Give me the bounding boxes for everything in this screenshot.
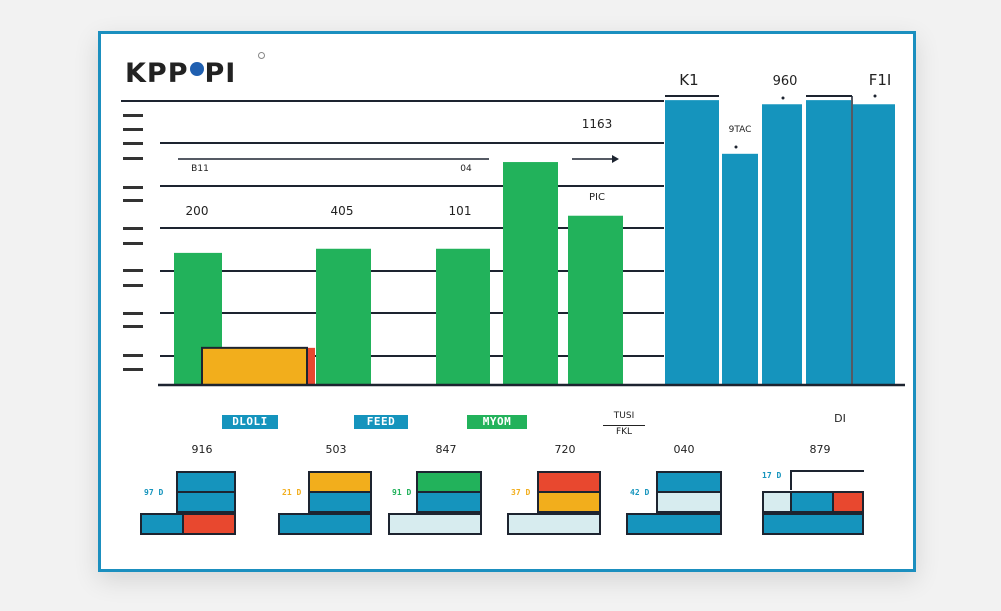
mini-chart-side-label: 37 D — [511, 488, 531, 497]
marker-dot — [734, 145, 738, 149]
registered-icon — [258, 52, 265, 59]
mini-chart-bar — [537, 491, 601, 513]
y-tick-label — [123, 325, 143, 328]
annotation-label: 04 — [460, 164, 472, 174]
bar-d — [503, 162, 558, 385]
mini-chart-value: 503 — [325, 443, 347, 456]
y-tick-label — [123, 142, 143, 145]
overlay-bar — [201, 346, 308, 387]
mini-chart: 847 91 D — [388, 443, 498, 538]
mini-chart-bar — [182, 513, 236, 535]
mini-chart-bar — [388, 513, 482, 535]
y-tick-label — [123, 269, 143, 272]
mini-chart-bar — [176, 491, 236, 513]
y-tick-label — [123, 227, 143, 230]
mini-chart-bar — [762, 513, 864, 535]
mini-chart: 879 17 D — [762, 443, 872, 538]
mini-chart-side-label: 17 D — [762, 471, 782, 480]
y-tick-label — [123, 354, 143, 357]
mini-chart: 503 21 D — [278, 443, 388, 538]
mini-chart-side-label: 91 D — [392, 488, 412, 497]
legend-item-tusi: TUSI FKL — [603, 410, 645, 439]
mini-chart-value: 916 — [191, 443, 213, 456]
mini-chart-bar — [832, 491, 864, 513]
mini-chart: 040 42 D — [626, 443, 736, 538]
annotation-label: 9TAC — [729, 125, 752, 135]
logo: KPP PI — [125, 58, 237, 89]
mini-chart-bar — [626, 513, 722, 535]
annotation-label: B11 — [191, 164, 209, 174]
bar-b — [316, 248, 371, 385]
bar-e — [568, 215, 623, 385]
annotation-label: PIC — [589, 192, 605, 203]
y-tick-label — [123, 284, 143, 287]
bar-j — [853, 104, 895, 385]
y-tick-label — [123, 186, 143, 189]
bar-g — [722, 153, 758, 385]
mini-chart-bar — [416, 471, 482, 493]
mini-chart-bar — [790, 491, 834, 513]
mini-chart: 720 37 D — [507, 443, 617, 538]
mini-chart-bar — [176, 471, 236, 493]
y-tick-label — [123, 312, 143, 315]
marker-dot — [781, 96, 785, 100]
annotation-label: 200 — [186, 204, 209, 218]
legend-item-di: DI — [834, 412, 846, 425]
y-tick-label — [123, 368, 143, 371]
bar-f — [665, 100, 719, 385]
arrow-head-icon — [612, 155, 619, 163]
mini-chart-value: 040 — [673, 443, 695, 456]
y-tick-label — [123, 242, 143, 245]
mini-chart-side-label: 21 D — [282, 488, 302, 497]
mini-chart-bar — [308, 491, 372, 513]
annotation-label: F1I — [869, 71, 892, 89]
mini-chart-bar — [507, 513, 601, 535]
bar-i — [806, 100, 851, 385]
logo-dot-icon — [189, 62, 204, 76]
mini-chart-bar — [140, 513, 184, 535]
mini-chart-bar — [656, 471, 722, 493]
legend-item-dloli: DLOLI — [222, 415, 278, 429]
mini-chart-bar — [308, 471, 372, 493]
marker-dot — [873, 94, 877, 98]
bar-c — [436, 248, 490, 385]
mini-chart: 916 97 D — [140, 443, 250, 538]
mini-chart-bar — [278, 513, 372, 535]
mini-chart-side-label: 42 D — [630, 488, 650, 497]
annotation-label: 101 — [449, 204, 472, 218]
legend-item-nexe3: NEXE3 — [720, 415, 756, 428]
annotation-label: 405 — [331, 204, 354, 218]
mini-chart-bracket — [790, 470, 864, 490]
legend-item-myom: MYOM — [467, 415, 527, 429]
mini-chart-bar — [416, 491, 482, 513]
mini-chart-value: 847 — [435, 443, 457, 456]
mini-chart-value: 720 — [554, 443, 576, 456]
mini-chart-bar — [537, 471, 601, 493]
mini-chart-bar — [762, 491, 792, 513]
mini-chart-side-label: 97 D — [144, 488, 164, 497]
y-tick-label — [123, 114, 143, 117]
annotation-label: 1163 — [582, 117, 613, 131]
y-tick-label — [123, 199, 143, 202]
y-tick-label — [123, 128, 143, 131]
legend-item-feed: FEED — [354, 415, 408, 429]
y-tick-label — [123, 157, 143, 160]
annotation-label: K1 — [679, 71, 698, 89]
bar-h — [762, 104, 802, 385]
annotation-label: 960 — [773, 74, 798, 89]
mini-chart-bar — [656, 491, 722, 513]
mini-chart-value: 879 — [809, 443, 831, 456]
overlay-bar-accent — [308, 347, 315, 385]
